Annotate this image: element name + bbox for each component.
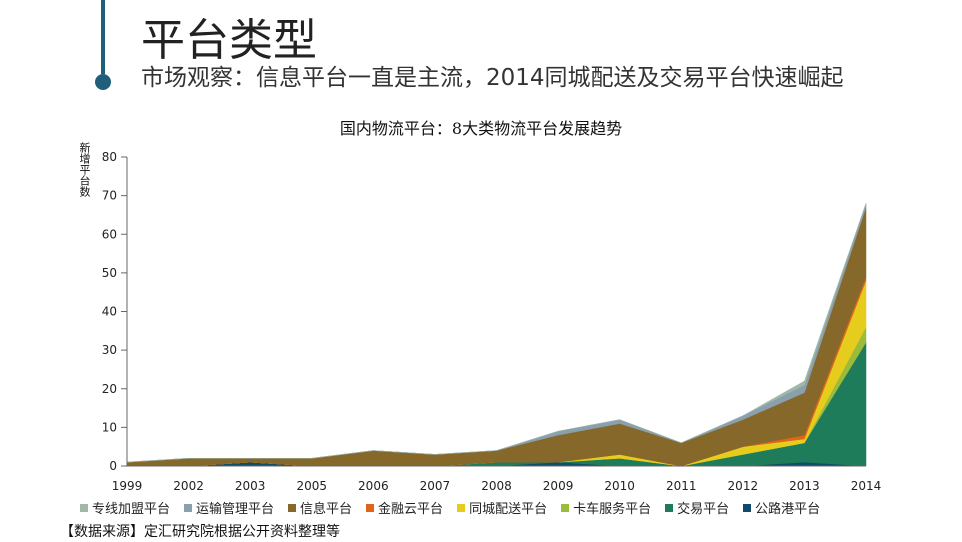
x-tick-label: 2006 <box>358 479 389 493</box>
legend-swatch <box>80 503 88 512</box>
legend-swatch <box>457 503 466 512</box>
title-accent-dot <box>95 74 111 90</box>
x-tick-label: 2003 <box>235 479 266 493</box>
legend-item: 交易平台 <box>665 498 729 517</box>
y-tick-label: 80 <box>102 150 117 164</box>
legend-label: 信息平台 <box>300 502 353 517</box>
x-tick-label: 2008 <box>481 479 512 493</box>
legend-label: 卡车服务平台 <box>573 502 652 517</box>
legend-label: 公路港平台 <box>755 502 821 517</box>
x-tick-label: 2012 <box>728 479 759 493</box>
legend-label: 运输管理平台 <box>196 502 275 517</box>
legend-item: 金融云平台 <box>366 498 443 517</box>
legend-item: 信息平台 <box>288 498 352 517</box>
x-tick-label: 2010 <box>604 479 635 493</box>
legend-swatch <box>288 503 297 512</box>
legend-label: 交易平台 <box>677 502 730 517</box>
chart-legend: 专线加盟平台 运输管理平台 信息平台 金融云平台 同城配送平台 卡车服务平台 交易平台 公路港… <box>80 498 820 517</box>
series-area-8 <box>126 203 867 463</box>
y-tick-label: 50 <box>102 266 117 280</box>
x-tick-label: 2014 <box>851 479 882 493</box>
title-accent-line <box>101 0 105 74</box>
legend-item: 公路港平台 <box>743 498 820 517</box>
legend-label: 同城配送平台 <box>469 502 548 517</box>
legend-label: 金融云平台 <box>378 502 444 517</box>
x-tick-label: 2009 <box>543 479 574 493</box>
page-title: 平台类型 <box>141 15 317 66</box>
legend-swatch <box>184 503 193 512</box>
legend-swatch <box>743 503 752 512</box>
chart-title: 国内物流平台：8大类物流平台发展趋势 <box>339 119 623 138</box>
legend-swatch <box>561 503 570 512</box>
x-tick-label: 1999 <box>112 479 143 493</box>
y-axis-label: 新增平台数 <box>78 142 91 197</box>
y-tick-label: 60 <box>102 227 117 241</box>
page-subtitle: 市场观察：信息平台一直是主流，2014同城配送及交易平台快速崛起 <box>141 65 844 91</box>
legend-item: 同城配送平台 <box>457 498 547 517</box>
y-tick-label: 20 <box>102 382 117 396</box>
y-tick-label: 30 <box>102 343 117 357</box>
x-tick-label: 2007 <box>420 479 451 493</box>
x-tick-label: 2011 <box>666 479 697 493</box>
legend-item: 卡车服务平台 <box>561 498 651 517</box>
y-tick-label: 10 <box>102 420 117 434</box>
legend-label: 专线加盟平台 <box>92 502 171 517</box>
x-tick-label: 2005 <box>296 479 327 493</box>
legend-item: 运输管理平台 <box>184 498 274 517</box>
x-tick-label: 2013 <box>789 479 820 493</box>
y-tick-label: 40 <box>102 305 117 319</box>
x-tick-label: 2002 <box>173 479 204 493</box>
legend-item: 专线加盟平台 <box>80 498 170 517</box>
series-area-6 <box>126 207 867 467</box>
legend-swatch <box>665 503 674 512</box>
legend-swatch <box>366 503 375 512</box>
y-tick-label: 0 <box>109 459 117 473</box>
y-tick-label: 70 <box>102 189 117 203</box>
data-source-note: 【数据来源】定汇研究院根据公开资料整理等 <box>60 524 340 540</box>
